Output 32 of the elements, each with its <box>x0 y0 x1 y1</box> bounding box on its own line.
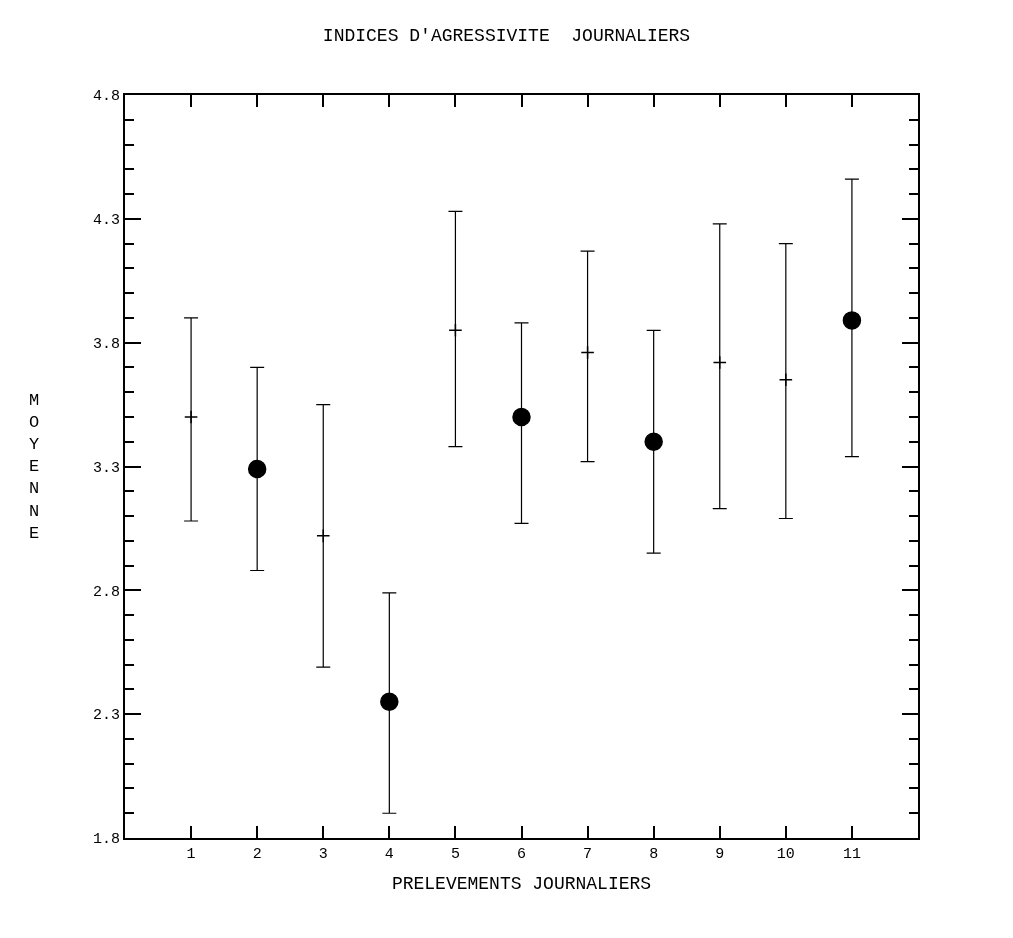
x-axis-title: PRELEVEMENTS JOURNALIERS <box>391 873 652 894</box>
y-tick-label: 4.8 <box>92 88 120 106</box>
x-tick-label: 7 <box>583 846 593 863</box>
point <box>842 311 862 330</box>
x-tick-label: 4 <box>384 846 394 863</box>
chart-title: INDICES D'AGRESSIVITE JOURNALIERS <box>322 25 691 46</box>
x-tick-label: 8 <box>649 846 659 863</box>
x-tick-label: 5 <box>450 846 460 863</box>
point <box>380 692 399 712</box>
x-tick-label: 9 <box>715 846 725 863</box>
point <box>712 355 727 370</box>
point <box>316 528 331 543</box>
x-tick-label: 1 <box>186 846 196 863</box>
y-tick-label: 4.3 <box>92 212 120 230</box>
point <box>448 323 463 338</box>
x-tick-label: 11 <box>842 846 861 863</box>
y-tick-label: 3.3 <box>92 459 120 477</box>
x-tick-label: 10 <box>776 846 795 863</box>
y-tick-label: 2.8 <box>92 583 120 601</box>
y-tick-label: 3.8 <box>92 335 120 353</box>
x-tick-label: 6 <box>516 846 527 863</box>
point <box>247 459 267 479</box>
point <box>580 345 595 360</box>
x-tick-label: 2 <box>252 846 262 863</box>
point <box>512 407 531 427</box>
point <box>644 432 663 451</box>
point <box>184 409 199 425</box>
point <box>778 372 793 387</box>
x-tick-label: 3 <box>318 846 328 863</box>
y-tick-label: 1.8 <box>92 831 120 849</box>
y-axis-title: MOYENNE <box>29 391 40 543</box>
y-tick-label: 2.3 <box>92 707 120 725</box>
